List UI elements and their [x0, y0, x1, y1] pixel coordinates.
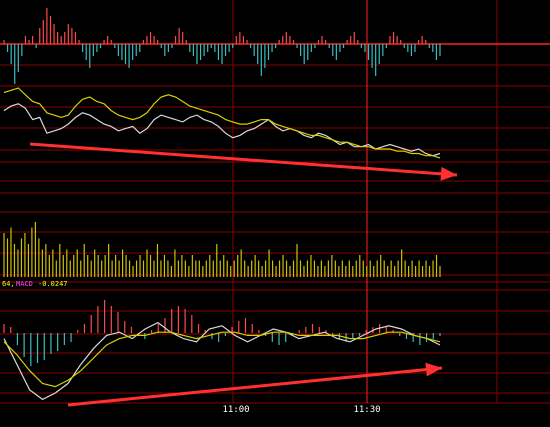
top-histogram — [3, 8, 441, 84]
time-tick-label: 11:00 — [222, 405, 249, 415]
volume-panel — [3, 222, 441, 277]
uptrend-arrow-head — [425, 362, 442, 377]
dif-line — [3, 321, 441, 401]
average-price-line — [3, 87, 441, 159]
uptrend-arrow — [67, 366, 443, 407]
indicator-prefix-label: 64, — [2, 280, 15, 288]
price-panel — [3, 87, 441, 159]
downtrend-arrow — [29, 142, 458, 177]
macd-value-label: -0.0247 — [38, 280, 68, 288]
trend-arrows — [29, 142, 458, 407]
macd-panel — [3, 321, 441, 401]
macd-name-label: MACD — [16, 280, 33, 288]
price-line — [3, 103, 441, 157]
grid-layer — [0, 0, 550, 404]
downtrend-arrow-head — [440, 166, 457, 181]
time-tick-label: 11:30 — [353, 405, 380, 415]
dea-line — [3, 331, 441, 388]
